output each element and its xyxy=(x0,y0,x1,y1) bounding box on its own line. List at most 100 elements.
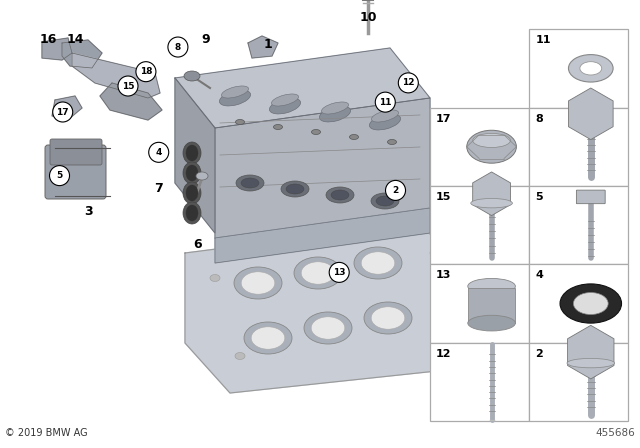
Circle shape xyxy=(329,263,349,282)
Circle shape xyxy=(148,142,169,162)
Bar xyxy=(529,264,628,343)
Ellipse shape xyxy=(241,178,259,188)
Text: 5: 5 xyxy=(56,171,63,180)
Text: 15: 15 xyxy=(122,82,134,90)
Ellipse shape xyxy=(468,278,515,294)
Ellipse shape xyxy=(573,293,608,314)
Ellipse shape xyxy=(281,181,309,197)
Ellipse shape xyxy=(186,145,198,161)
Polygon shape xyxy=(52,96,82,118)
Bar xyxy=(529,186,628,264)
Ellipse shape xyxy=(319,106,351,122)
Ellipse shape xyxy=(294,257,342,289)
Ellipse shape xyxy=(251,327,285,349)
Ellipse shape xyxy=(235,353,245,359)
Text: 11: 11 xyxy=(379,98,392,107)
Text: 5: 5 xyxy=(535,192,543,202)
Ellipse shape xyxy=(471,198,513,208)
Bar xyxy=(430,264,529,343)
Ellipse shape xyxy=(361,252,395,274)
Circle shape xyxy=(168,37,188,57)
Text: 8: 8 xyxy=(535,113,543,124)
Bar xyxy=(430,108,529,186)
Ellipse shape xyxy=(236,120,244,125)
Bar xyxy=(430,343,529,421)
Text: 10: 10 xyxy=(359,11,377,25)
Ellipse shape xyxy=(220,90,251,106)
Ellipse shape xyxy=(301,262,335,284)
Ellipse shape xyxy=(273,125,282,129)
Ellipse shape xyxy=(473,134,511,147)
Text: 6: 6 xyxy=(193,237,202,251)
Text: 16: 16 xyxy=(39,33,57,46)
Ellipse shape xyxy=(269,98,301,114)
Text: 13: 13 xyxy=(333,268,346,277)
Ellipse shape xyxy=(430,250,440,257)
Bar xyxy=(529,108,628,186)
Text: 3: 3 xyxy=(84,205,93,218)
FancyBboxPatch shape xyxy=(577,190,605,204)
Text: 8: 8 xyxy=(175,43,181,52)
Bar xyxy=(529,29,628,108)
Polygon shape xyxy=(248,36,278,58)
Polygon shape xyxy=(42,38,72,60)
Polygon shape xyxy=(215,208,430,263)
Text: 17: 17 xyxy=(56,108,69,116)
Ellipse shape xyxy=(371,110,399,122)
Circle shape xyxy=(398,73,419,93)
Circle shape xyxy=(118,76,138,96)
Ellipse shape xyxy=(331,190,349,200)
Ellipse shape xyxy=(183,162,201,184)
Ellipse shape xyxy=(326,187,354,203)
Text: 17: 17 xyxy=(436,113,452,124)
Ellipse shape xyxy=(186,205,198,221)
Ellipse shape xyxy=(349,134,358,139)
Ellipse shape xyxy=(364,302,412,334)
Text: 12: 12 xyxy=(402,78,415,87)
Ellipse shape xyxy=(244,322,292,354)
Ellipse shape xyxy=(304,312,352,344)
Ellipse shape xyxy=(560,284,621,323)
Ellipse shape xyxy=(186,185,198,201)
Ellipse shape xyxy=(221,86,248,98)
Circle shape xyxy=(375,92,396,112)
Ellipse shape xyxy=(183,142,201,164)
Text: 2: 2 xyxy=(535,349,543,359)
Ellipse shape xyxy=(321,102,349,114)
Ellipse shape xyxy=(183,202,201,224)
Polygon shape xyxy=(185,223,465,393)
Text: 455686: 455686 xyxy=(595,428,635,438)
Ellipse shape xyxy=(184,71,200,81)
Bar xyxy=(529,343,628,421)
Ellipse shape xyxy=(234,267,282,299)
FancyBboxPatch shape xyxy=(45,145,106,199)
Text: 18: 18 xyxy=(140,67,152,76)
Ellipse shape xyxy=(376,196,394,206)
Polygon shape xyxy=(175,78,215,233)
Ellipse shape xyxy=(186,165,198,181)
Ellipse shape xyxy=(435,327,445,333)
Ellipse shape xyxy=(210,275,220,281)
Text: 9: 9 xyxy=(202,33,211,46)
Polygon shape xyxy=(72,53,160,98)
Ellipse shape xyxy=(311,317,345,339)
Text: 12: 12 xyxy=(436,349,452,359)
Ellipse shape xyxy=(196,172,208,180)
Circle shape xyxy=(49,166,70,185)
Text: 7: 7 xyxy=(154,181,163,195)
Ellipse shape xyxy=(387,139,397,145)
FancyBboxPatch shape xyxy=(50,139,102,165)
Polygon shape xyxy=(215,98,430,238)
Text: 4: 4 xyxy=(156,148,162,157)
Text: 11: 11 xyxy=(535,35,551,45)
Polygon shape xyxy=(100,83,162,120)
Ellipse shape xyxy=(271,94,299,106)
Ellipse shape xyxy=(236,175,264,191)
Ellipse shape xyxy=(369,114,401,130)
Ellipse shape xyxy=(580,62,602,75)
Ellipse shape xyxy=(371,193,399,209)
Polygon shape xyxy=(175,48,430,128)
Ellipse shape xyxy=(467,130,516,163)
Text: 1: 1 xyxy=(263,38,272,52)
Ellipse shape xyxy=(286,184,304,194)
